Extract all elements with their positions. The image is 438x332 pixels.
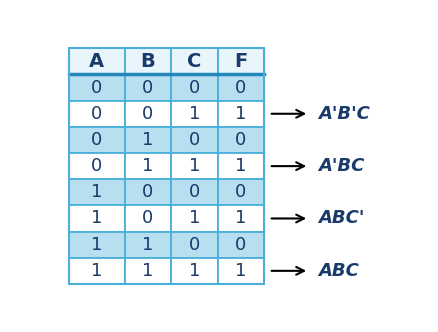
Bar [69, 258, 124, 284]
Bar [217, 153, 264, 179]
Text: 0: 0 [91, 157, 102, 175]
Bar [217, 232, 264, 258]
Text: 0: 0 [188, 236, 200, 254]
Text: 1: 1 [235, 105, 246, 123]
Text: A'B'C: A'B'C [318, 105, 369, 123]
Text: 1: 1 [142, 131, 153, 149]
Bar [124, 47, 171, 74]
Bar [69, 74, 124, 101]
Text: 0: 0 [142, 209, 153, 227]
Bar [124, 127, 171, 153]
Bar [171, 127, 217, 153]
Bar [69, 206, 124, 232]
Text: 1: 1 [188, 105, 200, 123]
Text: 1: 1 [188, 262, 200, 280]
Text: 0: 0 [235, 131, 246, 149]
Bar [217, 258, 264, 284]
Text: 0: 0 [142, 105, 153, 123]
Bar [124, 153, 171, 179]
Text: B: B [140, 51, 155, 70]
Text: 0: 0 [142, 183, 153, 201]
Text: 1: 1 [142, 262, 153, 280]
Bar [171, 153, 217, 179]
Text: 0: 0 [235, 236, 246, 254]
Bar [217, 101, 264, 127]
Text: 1: 1 [235, 157, 246, 175]
Text: 1: 1 [188, 209, 200, 227]
Text: C: C [187, 51, 201, 70]
Text: ABC': ABC' [318, 209, 364, 227]
Bar [217, 47, 264, 74]
Text: 0: 0 [188, 79, 200, 97]
Text: 1: 1 [142, 157, 153, 175]
Text: 1: 1 [91, 262, 102, 280]
Bar [69, 179, 124, 206]
Text: 0: 0 [188, 131, 200, 149]
Text: 0: 0 [188, 183, 200, 201]
Bar [217, 74, 264, 101]
Text: 0: 0 [142, 79, 153, 97]
Text: 1: 1 [91, 209, 102, 227]
Text: 1: 1 [188, 157, 200, 175]
Bar [171, 74, 217, 101]
Bar [69, 127, 124, 153]
Bar [171, 206, 217, 232]
Bar [124, 74, 171, 101]
Bar [124, 179, 171, 206]
Bar [124, 232, 171, 258]
Text: 0: 0 [235, 183, 246, 201]
Text: ABC: ABC [318, 262, 358, 280]
Bar [171, 232, 217, 258]
Bar [124, 206, 171, 232]
Bar [171, 101, 217, 127]
Text: 1: 1 [91, 183, 102, 201]
Text: 1: 1 [142, 236, 153, 254]
Bar [69, 232, 124, 258]
Bar [69, 153, 124, 179]
Text: 0: 0 [91, 79, 102, 97]
Text: 1: 1 [91, 236, 102, 254]
Bar [217, 127, 264, 153]
Bar [171, 47, 217, 74]
Bar [217, 206, 264, 232]
Bar [69, 47, 124, 74]
Bar [69, 47, 264, 284]
Text: 1: 1 [235, 262, 246, 280]
Bar [69, 101, 124, 127]
Bar [124, 258, 171, 284]
Text: A: A [89, 51, 104, 70]
Text: 0: 0 [91, 131, 102, 149]
Text: 0: 0 [91, 105, 102, 123]
Text: 0: 0 [235, 79, 246, 97]
Bar [171, 179, 217, 206]
Text: A'BC: A'BC [318, 157, 364, 175]
Text: 1: 1 [235, 209, 246, 227]
Bar [171, 258, 217, 284]
Bar [217, 179, 264, 206]
Text: F: F [234, 51, 247, 70]
Bar [124, 101, 171, 127]
